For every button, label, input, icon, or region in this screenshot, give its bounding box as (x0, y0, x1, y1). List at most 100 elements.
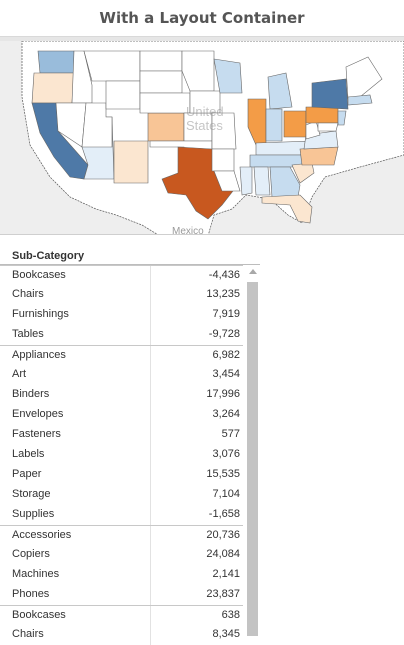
measure-value: 3,076 (212, 448, 240, 460)
canada-region (0, 37, 404, 41)
subcategory-label: Supplies (12, 508, 55, 520)
table-row[interactable]: Paper 15,535 (0, 465, 243, 485)
state-maryland (317, 122, 339, 132)
state-georgia (269, 166, 301, 198)
subcategory-label: Appliances (12, 349, 66, 361)
measure-value: 24,084 (206, 548, 240, 560)
table-row[interactable]: Phones 23,837 (0, 585, 243, 605)
measure-value: 23,837 (206, 588, 240, 600)
map-watermark-line2: States (186, 118, 223, 133)
table-row[interactable]: Chairs 8,345 (0, 625, 243, 645)
state-new-mexico (113, 140, 149, 184)
table-row[interactable]: Art 3,454 (0, 365, 243, 385)
subcategory-label: Envelopes (12, 408, 64, 420)
state-massachusetts (347, 94, 373, 106)
table-row[interactable]: Labels 3,076 (0, 445, 243, 465)
us-map-canvas (0, 37, 404, 234)
table-row[interactable]: Appliances 6,982 (0, 345, 243, 365)
measure-value: 577 (221, 428, 240, 440)
state-louisiana (213, 170, 241, 192)
state-nebraska (139, 92, 191, 114)
measure-value: 2,141 (212, 568, 240, 580)
dashboard-title: With a Layout Container (99, 9, 305, 27)
map-watermark-line1: United (186, 104, 224, 119)
measure-value: -4,436 (208, 269, 240, 281)
measure-value: 17,996 (206, 388, 240, 400)
measure-value: 7,919 (212, 308, 240, 320)
table-row[interactable]: Copiers 24,084 (0, 545, 243, 565)
state-ohio (283, 110, 307, 138)
measure-value: 3,454 (212, 368, 240, 380)
state-north-dakota (139, 50, 183, 72)
subcategory-label: Storage (12, 488, 51, 500)
subcategory-label: Bookcases (12, 609, 66, 621)
state-mississippi (239, 166, 253, 196)
measure-value: 15,535 (206, 468, 240, 480)
us-map[interactable]: United States Mexico (0, 36, 404, 235)
state-alabama (253, 166, 271, 196)
measure-value: 7,104 (212, 488, 240, 500)
subcategory-label: Copiers (12, 548, 50, 560)
subcategory-label: Bookcases (12, 269, 66, 281)
table-rows: Bookcases -4,436 Chairs 13,235 Furnishings 7,… (0, 265, 243, 645)
table-row[interactable]: Storage 7,104 (0, 485, 243, 505)
table-row[interactable]: Machines 2,141 (0, 565, 243, 585)
scroll-thumb[interactable] (247, 282, 258, 636)
subcategory-label: Phones (12, 588, 50, 600)
table-row[interactable]: Tables -9,728 (0, 325, 243, 345)
subcategory-label: Furnishings (12, 308, 69, 320)
subcategory-label: Chairs (12, 628, 44, 640)
table-row[interactable]: Accessories 20,736 (0, 525, 243, 545)
state-florida (261, 194, 313, 224)
measure-value: 3,264 (212, 408, 240, 420)
measure-value: 20,736 (206, 529, 240, 541)
state-new-york (311, 78, 349, 110)
subcategory-table: Sub-Category Bookcases -4,436 Chairs 13,235… (0, 236, 404, 645)
subcategory-label: Machines (12, 568, 60, 580)
measure-value: 6,982 (212, 349, 240, 361)
subcategory-label: Art (12, 368, 27, 380)
state-new-england (345, 56, 383, 100)
measure-value: 13,235 (206, 288, 240, 300)
state-arkansas (211, 148, 235, 172)
subcategory-label: Paper (12, 468, 42, 480)
state-north-carolina (299, 146, 339, 166)
table-row[interactable]: Bookcases 638 (0, 605, 243, 625)
state-wyoming (105, 80, 141, 110)
column-divider (150, 265, 151, 645)
state-new-jersey (337, 110, 347, 126)
state-washington (37, 50, 75, 74)
measure-value: 8,345 (212, 628, 240, 640)
measure-value: 638 (221, 609, 240, 621)
state-oregon (31, 72, 75, 104)
table-row[interactable]: Envelopes 3,264 (0, 405, 243, 425)
subcategory-label: Labels (12, 448, 45, 460)
state-michigan (267, 72, 293, 110)
state-south-dakota (139, 70, 183, 94)
header-divider (0, 264, 260, 265)
subcategory-label: Chairs (12, 288, 44, 300)
measure-value: -9,728 (208, 328, 240, 340)
table-row[interactable]: Furnishings 7,919 (0, 305, 243, 325)
subcategory-label: Binders (12, 388, 50, 400)
scroll-up-arrow-icon[interactable] (249, 269, 257, 274)
state-wisconsin (213, 58, 243, 94)
table-row[interactable]: Supplies -1,658 (0, 505, 243, 525)
state-colorado (147, 112, 185, 142)
state-idaho (71, 50, 93, 104)
table-row[interactable]: Fasteners 577 (0, 425, 243, 445)
state-indiana (265, 108, 283, 142)
subcategory-label: Tables (12, 328, 44, 340)
state-montana (83, 50, 141, 82)
map-neighbor-label: Mexico (172, 226, 204, 235)
state-missouri (211, 112, 237, 150)
subcategory-label: Fasteners (12, 428, 61, 440)
vertical-scrollbar[interactable] (245, 265, 260, 645)
table-row[interactable]: Chairs 13,235 (0, 285, 243, 305)
column-header-subcategory[interactable]: Sub-Category (12, 250, 85, 262)
table-row[interactable]: Binders 17,996 (0, 385, 243, 405)
subcategory-label: Accessories (12, 529, 72, 541)
state-pennsylvania (305, 106, 339, 124)
table-row[interactable]: Bookcases -4,436 (0, 265, 243, 285)
measure-value: -1,658 (208, 508, 240, 520)
